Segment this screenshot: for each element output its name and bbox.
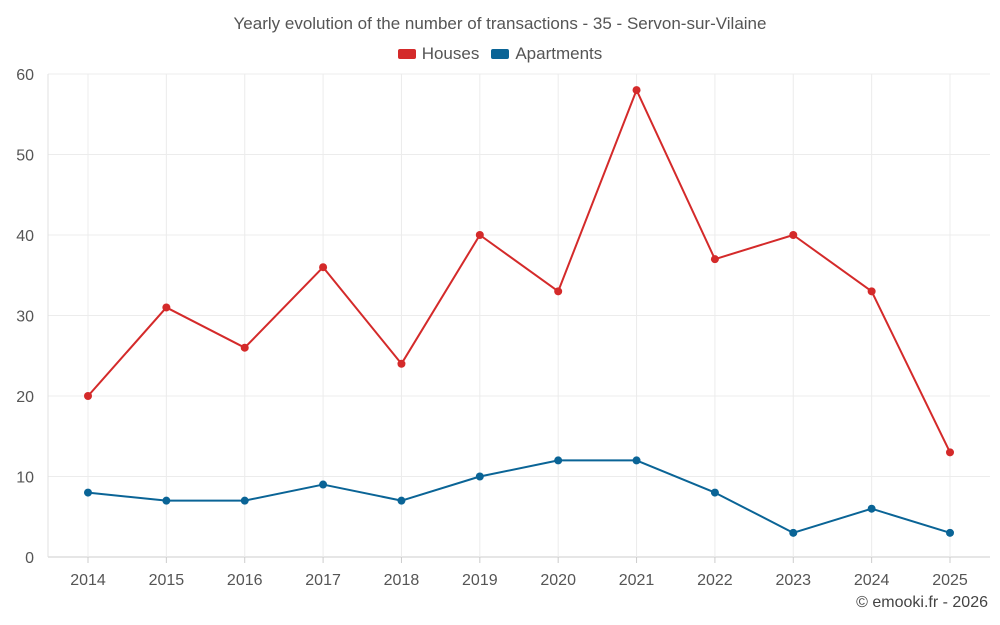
data-point-apartments (397, 496, 406, 505)
x-tick-label: 2016 (227, 572, 263, 589)
data-point-houses (867, 287, 876, 296)
chart-title: Yearly evolution of the number of transa… (233, 14, 767, 33)
x-tick-label: 2019 (462, 572, 498, 589)
legend-swatch-apartments (491, 49, 510, 59)
data-point-apartments (319, 480, 328, 489)
data-point-houses (475, 231, 484, 239)
data-point-houses (946, 448, 954, 457)
data-point-apartments (946, 528, 954, 537)
data-point-houses (632, 86, 641, 95)
x-tick-label: 2018 (384, 572, 420, 589)
x-tick-label: 2025 (932, 572, 968, 589)
legend-label-apartments: Apartments (515, 44, 603, 63)
x-tick-label: 2024 (854, 572, 890, 589)
data-point-houses (84, 392, 92, 400)
data-point-apartments (84, 488, 92, 497)
x-tick-label: 2023 (775, 572, 811, 589)
data-point-houses (319, 263, 328, 272)
legend-item-houses[interactable]: Houses (397, 44, 480, 64)
x-tick-label: 2021 (619, 572, 655, 589)
y-tick-label: 40 (16, 228, 34, 245)
data-point-apartments (632, 456, 641, 465)
y-tick-label: 20 (16, 389, 34, 406)
data-point-apartments (789, 528, 798, 537)
y-tick-label: 10 (16, 470, 34, 487)
data-point-houses (397, 359, 406, 368)
data-point-apartments (710, 488, 719, 497)
x-tick-label: 2014 (70, 572, 106, 589)
copyright-credit: © emooki.fr - 2026 (856, 594, 988, 611)
legend-swatch-houses (397, 49, 416, 59)
data-point-houses (710, 255, 719, 264)
y-tick-label: 50 (16, 148, 34, 165)
series-line-houses (87, 89, 951, 453)
x-tick-label: 2015 (149, 572, 185, 589)
y-tick-label: 0 (25, 550, 34, 567)
legend: Houses Apartments (0, 44, 1000, 64)
data-point-apartments (162, 496, 171, 505)
x-tick-label: 2022 (697, 572, 733, 589)
data-point-apartments (475, 472, 484, 481)
data-point-houses (554, 287, 563, 296)
x-tick-label: 2020 (540, 572, 576, 589)
y-tick-label: 60 (16, 67, 34, 84)
y-tick-label: 30 (16, 309, 34, 326)
data-point-houses (162, 303, 171, 312)
series-line-apartments (87, 459, 951, 534)
x-tick-label: 2017 (305, 572, 341, 589)
data-point-houses (789, 231, 798, 239)
data-point-houses (240, 343, 249, 352)
legend-item-apartments[interactable]: Apartments (491, 44, 602, 64)
legend-label-houses: Houses (421, 44, 480, 63)
data-point-apartments (867, 504, 876, 513)
data-point-apartments (240, 496, 249, 505)
data-point-apartments (554, 456, 563, 465)
